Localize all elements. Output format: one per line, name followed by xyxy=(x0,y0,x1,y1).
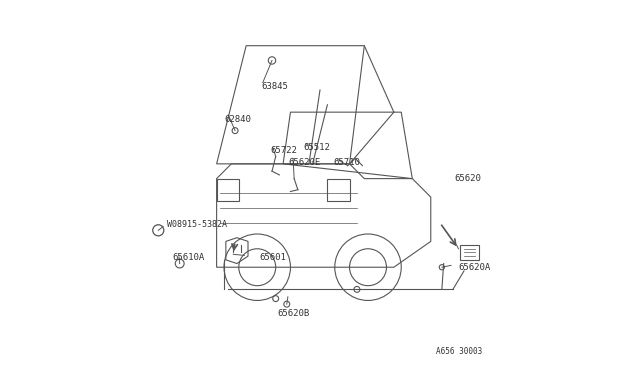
Text: 65512: 65512 xyxy=(303,143,330,152)
Text: 65610A: 65610A xyxy=(172,253,205,263)
Bar xyxy=(328,179,349,201)
Text: 65620: 65620 xyxy=(455,174,482,183)
Text: A656 30003: A656 30003 xyxy=(436,347,483,356)
Text: 65620A: 65620A xyxy=(458,263,491,272)
Text: 65601: 65601 xyxy=(259,253,286,263)
Text: 63845: 63845 xyxy=(261,82,288,91)
Text: 65722: 65722 xyxy=(270,147,297,155)
Text: 62840: 62840 xyxy=(224,115,251,124)
Text: 65620E: 65620E xyxy=(289,157,321,167)
Bar xyxy=(460,245,479,260)
Bar xyxy=(216,179,239,201)
Text: 65710: 65710 xyxy=(333,157,360,167)
Text: 65620B: 65620B xyxy=(278,309,310,318)
Text: W08915-5382A: W08915-5382A xyxy=(167,220,227,229)
